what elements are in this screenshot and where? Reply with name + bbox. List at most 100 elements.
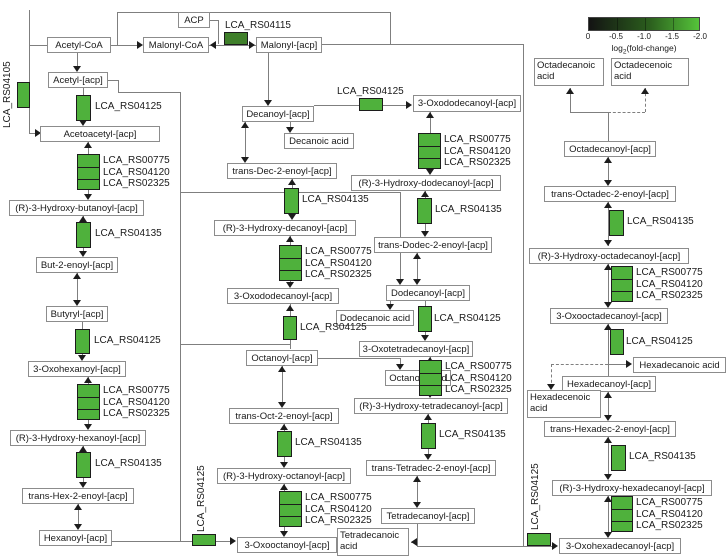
metabolite-box: 3-Oxotetradecanoyl-[acp] — [359, 341, 473, 357]
gene-expression-box — [611, 445, 626, 471]
connector-line — [318, 358, 400, 359]
legend-tick-label: -0.5 — [609, 32, 623, 41]
arrowhead — [566, 88, 574, 94]
metabolite-box: Octanoyl-[acp] — [246, 350, 318, 366]
gene-expression-box — [279, 491, 302, 527]
metabolite-box: 3-Oxohexadecanoyl-[acp] — [559, 538, 681, 554]
gene-label: LCA_RS04115 — [225, 20, 291, 31]
arrowhead — [547, 384, 555, 390]
gene-label: LCA_RS04120 — [305, 257, 372, 269]
gene-label: LCA_RS00775 — [636, 267, 703, 278]
gene-label: LCA_RS04120 — [445, 372, 512, 384]
connector-line — [78, 504, 79, 528]
arrowhead — [230, 537, 236, 545]
connector-line — [645, 88, 646, 112]
metabolite-label: (R)-3-Hydroxy-butanoyl-[acp] — [15, 202, 138, 214]
legend-colorbar-tick — [673, 18, 674, 31]
metabolite-box: Octadecanoic acid — [534, 58, 604, 86]
connector-line — [608, 202, 609, 246]
gene-label: LCA_RS04125 — [626, 336, 693, 347]
gene-label: LCA_RS02325 — [445, 384, 512, 395]
arrowhead — [641, 88, 649, 94]
gene-stack-divider — [612, 509, 632, 510]
metabolite-label: (R)-3-Hydroxy-hexadecanoyl-[acp] — [559, 482, 705, 494]
connector-line — [608, 324, 609, 376]
connector-line — [245, 122, 246, 161]
gene-label: LCA_RS02325 — [444, 157, 511, 168]
metabolite-label: (R)-3-Hydroxy-tetradecanoyl-[acp] — [359, 400, 503, 412]
metabolite-label: Dodecanoic acid — [339, 312, 411, 324]
gene-label: LCA_RS04135 — [95, 458, 162, 469]
gene-label: LCA_RS02325 — [305, 269, 372, 280]
gene-stack-divider — [280, 504, 301, 505]
metabolite-label: Decanoic acid — [289, 135, 349, 147]
legend-colorbar-tick — [617, 18, 618, 31]
metabolite-label: ACP — [184, 14, 204, 26]
arrowhead — [249, 41, 255, 49]
metabolite-label: trans-Dodec-2-enoyl-[acp] — [378, 239, 488, 251]
gene-stack-divider — [420, 373, 441, 374]
metabolite-label: trans-Dec-2-enoyl-[acp] — [232, 165, 332, 177]
gene-expression-box — [609, 210, 624, 236]
connector-line — [608, 364, 630, 365]
gene-label: LCA_RS04120 — [636, 278, 703, 290]
connector-line — [282, 366, 283, 406]
metabolite-label: Octadecenoic acid — [614, 60, 673, 82]
arrowhead — [626, 360, 632, 368]
metabolite-label: Tetradecanoyl-[acp] — [386, 510, 470, 522]
arrowhead — [421, 231, 429, 237]
arrowhead — [413, 476, 421, 482]
gene-expression-box — [418, 133, 441, 169]
arrowhead — [424, 414, 432, 420]
arrowhead — [413, 253, 421, 259]
connector-line — [322, 44, 523, 45]
gene-stack-divider — [280, 516, 301, 517]
metabolite-box: Hexanoyl-[acp] — [39, 530, 112, 546]
gene-expression-box — [277, 431, 292, 457]
gene-label: LCA_RS04135 — [627, 216, 694, 227]
connector-line — [608, 264, 609, 306]
metabolite-box: Hexadecanoyl-[acp] — [562, 376, 656, 392]
gene-label: LCA_RS02325 — [103, 408, 170, 419]
gene-label: LCA_RS04135 — [439, 429, 506, 440]
gene-label-vertical: LCA_RS04105 — [2, 61, 13, 128]
metabolite-box: Hexadecenoic acid — [527, 390, 601, 418]
metabolite-label: trans-Tetradec-2-enoyl-[acp] — [371, 462, 491, 474]
metabolite-box: ACP — [178, 12, 210, 28]
legend-caption: log2(fold-change) — [588, 43, 700, 56]
metabolite-label: Decanoyl-[acp] — [246, 108, 310, 120]
metabolite-label: Octanoic acid — [389, 372, 447, 384]
arrowhead — [604, 202, 612, 208]
metabolite-box: 3-Oxododecanoyl-[acp] — [413, 95, 521, 112]
arrowhead — [286, 282, 294, 288]
metabolite-box: Acetyl-[acp] — [48, 72, 108, 88]
arrowhead — [210, 41, 216, 49]
arrowhead — [426, 112, 434, 118]
connector-line — [417, 524, 418, 546]
metabolite-label: Acetoacetyl-[acp] — [63, 128, 137, 140]
gene-label-vertical: LCA_RS04125 — [530, 463, 541, 530]
metabolite-label: But-2-enoyl-[acp] — [40, 259, 114, 271]
gene-label: LCA_RS04125 — [300, 322, 367, 333]
gene-expression-box — [359, 98, 383, 111]
legend-caption-post: (fold-change) — [626, 43, 677, 53]
metabolite-box: Dodecanoyl-[acp] — [386, 285, 470, 301]
connector-line — [390, 12, 391, 44]
metabolite-label: Octadecanoic acid — [537, 60, 596, 82]
gene-label: LCA_RS04135 — [435, 204, 502, 215]
gene-label: LCA_RS02325 — [636, 520, 703, 531]
arrowhead — [604, 180, 612, 186]
connector-line — [29, 45, 47, 46]
gene-label: LCA_RS04120 — [103, 166, 170, 178]
gene-expression-box — [77, 384, 100, 420]
connector-line — [417, 546, 556, 547]
metabolite-label: Hexadecenoic acid — [530, 392, 591, 414]
metabolite-box: (R)-3-Hydroxy-octanoyl-[acp] — [217, 468, 351, 484]
arrowhead — [413, 279, 421, 285]
gene-label: LCA_RS00775 — [445, 361, 512, 372]
gene-expression-box — [610, 329, 624, 355]
connector-line — [570, 88, 571, 112]
gene-stack-divider — [78, 409, 99, 410]
arrowhead — [280, 531, 288, 537]
arrowhead — [424, 454, 432, 460]
